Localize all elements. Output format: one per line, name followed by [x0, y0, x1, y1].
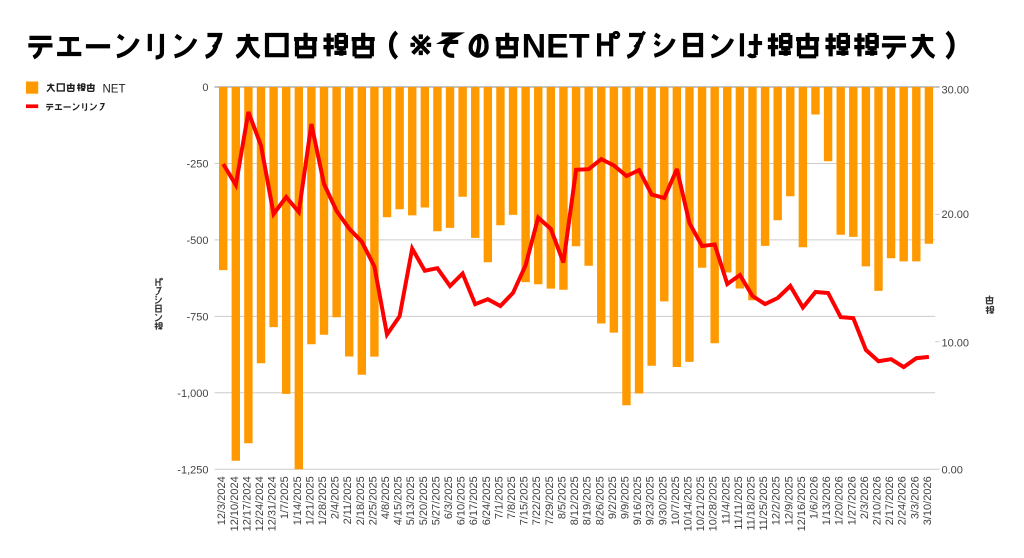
- svg-text:9/9/2025: 9/9/2025: [620, 476, 632, 519]
- svg-text:2/11/2025: 2/11/2025: [342, 476, 354, 524]
- svg-text:-250: -250: [186, 159, 208, 171]
- svg-text:20.00: 20.00: [942, 209, 970, 221]
- svg-text:7/29/2025: 7/29/2025: [544, 476, 556, 525]
- svg-text:3/3/2026: 3/3/2026: [909, 476, 921, 519]
- svg-text:1/20/2026: 1/20/2026: [834, 476, 846, 525]
- svg-text:9/23/2025: 9/23/2025: [645, 476, 657, 525]
- svg-text:12/24/2024: 12/24/2024: [254, 476, 266, 531]
- svg-text:12/16/2025: 12/16/2025: [796, 476, 808, 531]
- svg-text:1/27/2026: 1/27/2026: [846, 476, 858, 525]
- svg-text:2/3/2026: 2/3/2026: [859, 476, 871, 519]
- svg-text:8/26/2025: 8/26/2025: [594, 476, 606, 525]
- svg-text:7/15/2025: 7/15/2025: [519, 476, 531, 525]
- svg-text:10/21/2025: 10/21/2025: [695, 476, 707, 531]
- svg-text:4/15/2025: 4/15/2025: [393, 476, 405, 525]
- svg-text:11/11/2025: 11/11/2025: [733, 476, 745, 529]
- svg-text:11/18/2025: 11/18/2025: [746, 476, 758, 530]
- svg-text:7/1/2025: 7/1/2025: [493, 476, 505, 519]
- svg-text:6/24/2025: 6/24/2025: [481, 476, 493, 525]
- svg-text:12/10/2024: 12/10/2024: [229, 476, 241, 531]
- svg-text:11/25/2025: 11/25/2025: [758, 476, 770, 530]
- svg-text:2/24/2026: 2/24/2026: [897, 476, 909, 525]
- svg-text:5/13/2025: 5/13/2025: [405, 476, 417, 525]
- svg-text:1/14/2025: 1/14/2025: [292, 476, 304, 525]
- svg-text:8/12/2025: 8/12/2025: [569, 476, 581, 525]
- svg-text:7/8/2025: 7/8/2025: [506, 476, 518, 519]
- svg-text:6/3/2025: 6/3/2025: [443, 476, 455, 519]
- svg-text:10.00: 10.00: [942, 338, 970, 350]
- svg-text:10/14/2025: 10/14/2025: [683, 476, 695, 531]
- svg-text:12/31/2024: 12/31/2024: [267, 476, 279, 531]
- svg-text:9/2/2025: 9/2/2025: [607, 476, 619, 519]
- svg-text:8/19/2025: 8/19/2025: [582, 476, 594, 525]
- svg-text:2/10/2026: 2/10/2026: [872, 476, 884, 525]
- svg-text:8/5/2025: 8/5/2025: [556, 476, 568, 519]
- svg-text:1/21/2025: 1/21/2025: [304, 476, 316, 525]
- svg-text:6/17/2025: 6/17/2025: [468, 476, 480, 525]
- svg-text:-1,250: -1,250: [177, 464, 208, 476]
- svg-text:NET: NET: [522, 28, 590, 66]
- svg-text:1/7/2025: 1/7/2025: [279, 476, 291, 519]
- svg-text:10/7/2025: 10/7/2025: [670, 476, 682, 525]
- svg-text:6/10/2025: 6/10/2025: [456, 476, 468, 525]
- svg-text:2/4/2025: 2/4/2025: [330, 476, 342, 519]
- svg-text:1/6/2026: 1/6/2026: [809, 476, 821, 519]
- svg-text:2/17/2026: 2/17/2026: [884, 476, 896, 525]
- svg-text:0: 0: [202, 82, 208, 94]
- svg-text:-500: -500: [186, 235, 208, 247]
- svg-text:2/25/2025: 2/25/2025: [367, 476, 379, 525]
- svg-text:11/4/2025: 11/4/2025: [720, 476, 732, 524]
- svg-text:2/18/2025: 2/18/2025: [355, 476, 367, 525]
- svg-text:10/28/2025: 10/28/2025: [708, 476, 720, 531]
- svg-text:7/22/2025: 7/22/2025: [531, 476, 543, 525]
- svg-text:0.00: 0.00: [942, 464, 963, 476]
- svg-text:1/28/2025: 1/28/2025: [317, 476, 329, 525]
- svg-text:12/2/2025: 12/2/2025: [771, 476, 783, 525]
- svg-text:9/16/2025: 9/16/2025: [632, 476, 644, 525]
- svg-text:30.00: 30.00: [942, 85, 970, 97]
- svg-text:12/17/2024: 12/17/2024: [241, 476, 253, 531]
- svg-text:12/3/2024: 12/3/2024: [216, 476, 228, 525]
- svg-text:-1,000: -1,000: [177, 388, 208, 400]
- svg-text:NET: NET: [103, 84, 126, 96]
- svg-text:-750: -750: [186, 312, 208, 324]
- svg-text:5/20/2025: 5/20/2025: [418, 476, 430, 525]
- svg-text:3/10/2026: 3/10/2026: [922, 476, 934, 525]
- svg-text:12/9/2025: 12/9/2025: [783, 476, 795, 525]
- svg-text:9/30/2025: 9/30/2025: [657, 476, 669, 525]
- svg-text:4/8/2025: 4/8/2025: [380, 476, 392, 519]
- svg-text:5/27/2025: 5/27/2025: [430, 476, 442, 525]
- svg-text:1/13/2026: 1/13/2026: [821, 476, 833, 525]
